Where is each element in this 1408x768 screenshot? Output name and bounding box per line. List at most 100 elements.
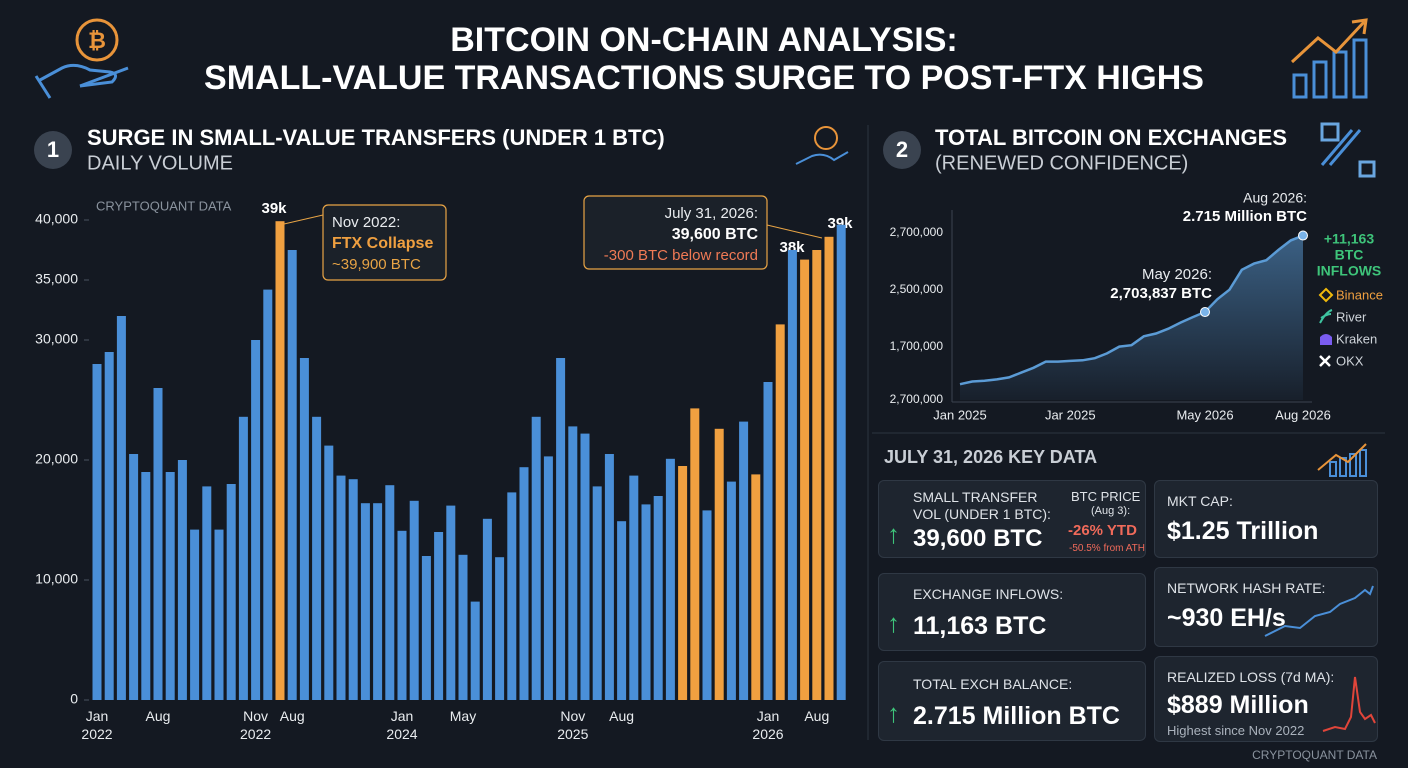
y-tick-label: 20,000 bbox=[35, 451, 78, 467]
bar bbox=[702, 510, 712, 700]
bar bbox=[446, 505, 456, 700]
card-label: REALIZED LOSS (7d MA): bbox=[1167, 669, 1335, 685]
bar bbox=[653, 496, 663, 700]
x-tick-label: Jan 2026 bbox=[752, 708, 783, 742]
bar bbox=[568, 426, 578, 700]
chain-icon bbox=[1320, 122, 1376, 178]
area bbox=[960, 235, 1303, 400]
bar bbox=[690, 408, 700, 700]
section-badge bbox=[34, 131, 72, 169]
bar bbox=[470, 601, 480, 700]
bar bbox=[324, 445, 334, 700]
svg-text:₿: ₿ bbox=[88, 28, 106, 53]
card-value: ~930 EH/s bbox=[1167, 604, 1286, 632]
title-line: SMALL-VALUE TRANSACTIONS SURGE TO POST-F… bbox=[204, 59, 1204, 97]
bar bbox=[824, 236, 834, 701]
bar bbox=[507, 492, 517, 700]
x-tick-label: Aug 2026 bbox=[1275, 407, 1331, 422]
bar bbox=[665, 458, 675, 700]
key-card: NETWORK HASH RATE: ~930 EH/s bbox=[1154, 567, 1378, 647]
card-value: $1.25 Trillion bbox=[1167, 517, 1319, 545]
callout-text: 2.715 Million BTC bbox=[1183, 208, 1307, 225]
bar bbox=[800, 259, 810, 700]
y-tick-label: 10,000 bbox=[35, 571, 78, 587]
y-axis-label: 2,700,000 bbox=[890, 392, 944, 406]
peak-label: 39k bbox=[827, 215, 853, 232]
callout-text: -300 BTC below record bbox=[604, 247, 758, 264]
x-tick-label: Jan 2024 bbox=[386, 708, 417, 742]
bar bbox=[580, 433, 590, 700]
growth-icon bbox=[1290, 18, 1368, 99]
title-line: BITCOIN ON-CHAIN ANALYSIS: bbox=[450, 21, 958, 59]
sparkline bbox=[1264, 585, 1374, 637]
inflow-text: INFLOWS bbox=[1317, 263, 1382, 279]
line bbox=[959, 234, 1304, 386]
y-axis-label: 2,500,000 bbox=[890, 282, 944, 296]
bar bbox=[141, 472, 151, 700]
callout-text: 39,600 BTC bbox=[672, 226, 759, 243]
bar bbox=[385, 485, 395, 700]
bar bbox=[190, 529, 200, 700]
bar bbox=[434, 532, 444, 700]
section-number: 1 bbox=[47, 137, 59, 162]
bar bbox=[275, 221, 285, 700]
card-label: EXCHANGE INFLOWS: bbox=[913, 586, 1064, 602]
legend-label: Kraken bbox=[1336, 331, 1377, 346]
bar bbox=[165, 472, 175, 700]
peak-label: 38k bbox=[779, 239, 805, 256]
x-tick-label: Nov 2022 bbox=[240, 708, 271, 742]
y-tick-label: 0 bbox=[70, 691, 78, 707]
x-tick-label: May bbox=[450, 708, 476, 724]
section-dividers bbox=[867, 125, 1385, 740]
inflow-text: BTC bbox=[1335, 247, 1364, 263]
bar bbox=[348, 479, 358, 700]
x-tick-label: May 2026 bbox=[1176, 407, 1233, 422]
callout-text: 2,703,837 BTC bbox=[1110, 285, 1212, 302]
callout: Nov 2022: FTX Collapse ~39,900 BTC bbox=[283, 204, 447, 281]
callout-text: Aug 2026: bbox=[1243, 190, 1307, 206]
x-tick-label: Jar 2025 bbox=[1045, 407, 1096, 422]
bar bbox=[336, 475, 346, 700]
x-tick-label: Aug bbox=[609, 708, 634, 724]
bar bbox=[592, 486, 602, 700]
callout: July 31, 2026: 39,600 BTC -300 BTC below… bbox=[583, 195, 823, 270]
bar bbox=[641, 504, 651, 700]
y-tick-label: 30,000 bbox=[35, 331, 78, 347]
x-tick-label: Jan 2022 bbox=[81, 708, 112, 742]
bar bbox=[177, 460, 187, 700]
card-side-date: (Aug 3): bbox=[1091, 505, 1131, 517]
legend-label: Binance bbox=[1336, 287, 1383, 302]
x-tick-label: Aug bbox=[804, 708, 829, 724]
bar bbox=[214, 529, 224, 700]
section-subtitle: (RENEWED CONFIDENCE) bbox=[935, 152, 1188, 174]
bar bbox=[775, 324, 785, 700]
callout-text: Nov 2022: bbox=[332, 214, 400, 231]
key-card: REALIZED LOSS (7d MA): $889 Million High… bbox=[1154, 656, 1378, 742]
x-tick-label: Nov 2025 bbox=[557, 708, 588, 742]
card-label: SMALL TRANSFER VOL (UNDER 1 BTC): bbox=[913, 489, 1051, 522]
bar bbox=[421, 556, 431, 700]
card-label: NETWORK HASH RATE: bbox=[1167, 580, 1326, 596]
section-badge bbox=[883, 131, 921, 169]
up-arrow: ↑ bbox=[887, 698, 900, 728]
key-card: SMALL TRANSFER VOL (UNDER 1 BTC): ↑ 39,6… bbox=[878, 480, 1146, 558]
highlight-point bbox=[1298, 230, 1308, 241]
highlight-point bbox=[1200, 307, 1210, 318]
bar bbox=[678, 466, 688, 700]
key-card: EXCHANGE INFLOWS: ↑ 11,163 BTC bbox=[878, 573, 1146, 651]
key-card: TOTAL EXCH BALANCE: ↑ 2.715 Million BTC bbox=[878, 661, 1146, 741]
legend-label: OKX bbox=[1336, 353, 1364, 368]
callout-text: July 31, 2026: bbox=[665, 205, 758, 222]
callout-text: May 2026: bbox=[1142, 266, 1212, 283]
card-label: MKT CAP: bbox=[1167, 493, 1233, 509]
bar bbox=[409, 500, 419, 700]
bar bbox=[397, 530, 407, 700]
bar bbox=[531, 416, 541, 700]
bar bbox=[360, 503, 370, 700]
bar bbox=[92, 364, 102, 700]
y-tick-label: 40,000 bbox=[35, 211, 78, 227]
sparkline bbox=[1322, 676, 1376, 732]
bar bbox=[238, 416, 248, 700]
